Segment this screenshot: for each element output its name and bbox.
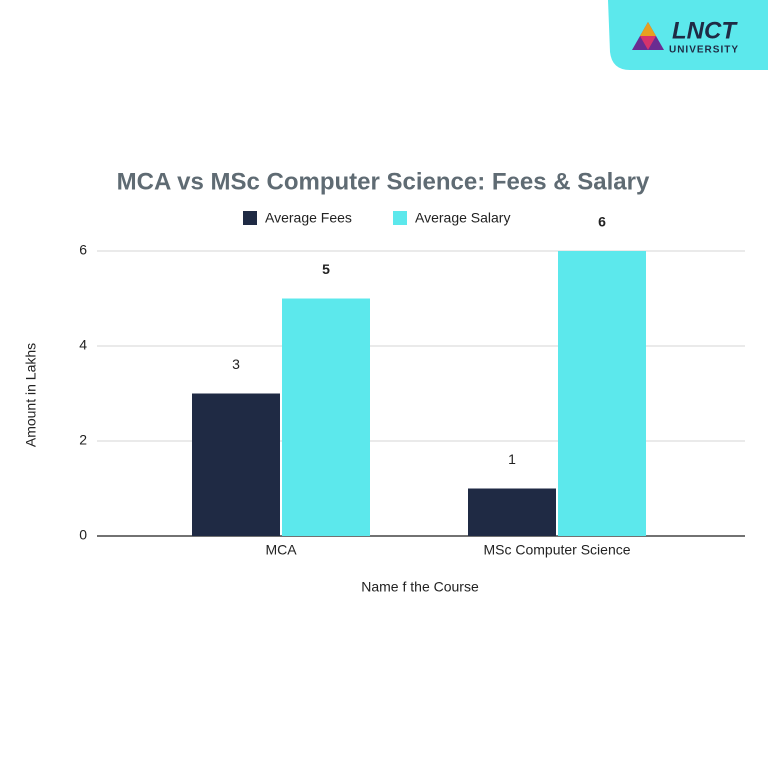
legend-swatch: [393, 211, 407, 225]
legend-label: Average Fees: [265, 210, 352, 226]
y-axis-label: Amount in Lakhs: [23, 343, 39, 447]
bar: [192, 393, 280, 536]
y-tick-label: 4: [79, 337, 87, 353]
logo-name: LNCT: [672, 17, 738, 44]
data-label: 3: [232, 356, 240, 372]
y-tick-label: 2: [79, 432, 87, 448]
data-label: 5: [322, 261, 330, 277]
bar: [282, 298, 370, 536]
data-label: 1: [508, 451, 516, 467]
logo-icon: [640, 22, 656, 36]
bar: [558, 251, 646, 536]
data-label: 6: [598, 214, 606, 230]
x-tick-label: MCA: [265, 542, 297, 558]
logo-icon: [640, 36, 656, 50]
chart-title: MCA vs MSc Computer Science: Fees & Sala…: [117, 168, 650, 195]
bar: [468, 488, 556, 536]
y-tick-label: 6: [79, 242, 87, 258]
legend-swatch: [243, 211, 257, 225]
legend-label: Average Salary: [415, 210, 510, 226]
logo: LNCT UNIVERSITY: [608, 0, 768, 70]
logo-subtitle: UNIVERSITY: [669, 45, 739, 56]
x-axis-label: Name f the Course: [361, 579, 479, 595]
y-tick-label: 0: [79, 527, 87, 543]
logo-badge: [608, 0, 768, 70]
x-tick-label: MSc Computer Science: [483, 542, 630, 558]
